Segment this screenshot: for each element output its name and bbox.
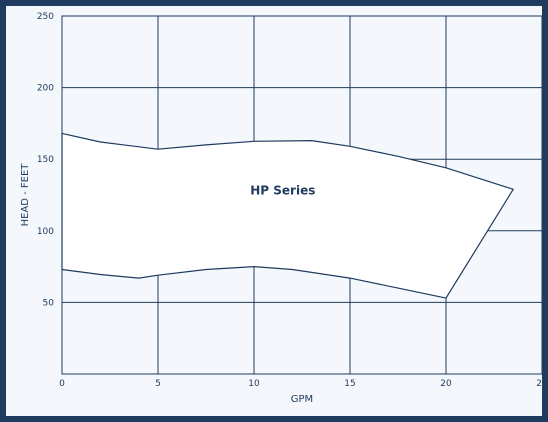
chart-frame: 0 5 10 15 20 25 50 100 150 200 250 GPM HEAD - FEET…: [6, 6, 542, 416]
x-tick-label: 0: [59, 379, 65, 389]
y-tick-label: 50: [43, 298, 55, 308]
x-tick-label: 25: [536, 379, 542, 389]
series-region: [61, 132, 514, 299]
x-tick-label: 15: [344, 379, 355, 389]
x-tick-label: 10: [248, 379, 260, 389]
y-axis-title: HEAD - FEET: [20, 163, 31, 227]
y-tick-label: 150: [37, 155, 54, 165]
x-axis-title: GPM: [291, 394, 313, 405]
y-tick-label: 100: [37, 227, 54, 237]
tick-labels: 0 5 10 15 20 25 50 100 150 200 250: [37, 12, 542, 389]
chart-svg: 0 5 10 15 20 25 50 100 150 200 250 GPM HEAD - FEET…: [20, 12, 542, 405]
y-tick-label: 200: [37, 84, 54, 94]
y-tick-label: 250: [37, 12, 54, 22]
x-tick-label: 20: [440, 379, 452, 389]
series-layer: [61, 132, 514, 299]
series-label: HP Series: [250, 184, 315, 198]
x-tick-label: 5: [155, 379, 161, 389]
